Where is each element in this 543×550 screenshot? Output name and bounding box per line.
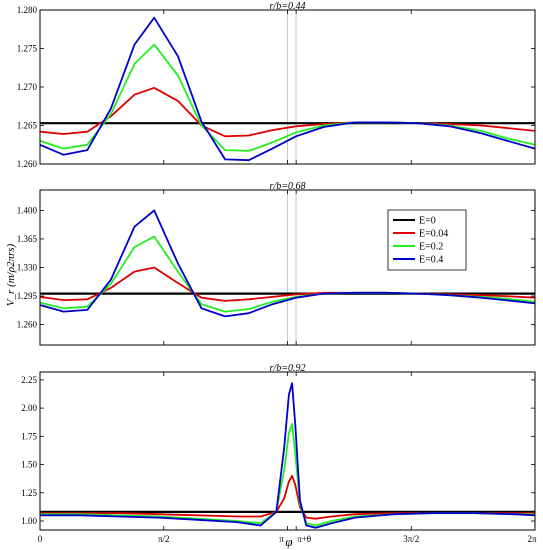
x-axis-label: φ [285, 534, 292, 549]
legend-label: E=0.04 [419, 229, 448, 240]
y-tick-label: 1.265 [17, 121, 38, 131]
series-line-2 [39, 86, 536, 138]
panel-title: r/b=0.92 [270, 363, 306, 374]
panel-1: 1.260 1.265 1.270 1.275 1.280 r/b=0.44 [17, 1, 536, 169]
legend: E=0 E=0.04 E=0.2 E=0.4 [387, 209, 467, 271]
y-tick-label: 1.275 [17, 44, 38, 54]
series-line-3 [40, 423, 535, 527]
y-tick-label: 1.50 [21, 460, 37, 470]
x-tick-label: π/2 [158, 534, 170, 544]
legend-label: E=0.4 [419, 255, 443, 266]
legend-label: E=0.2 [419, 242, 443, 253]
series-line-4 [39, 209, 536, 318]
y-tick-label: 1.400 [17, 205, 38, 215]
panel-title: r/b=0.44 [270, 1, 306, 12]
y-tick-label: 1.75 [21, 431, 37, 441]
y-tick-label: 1.330 [17, 263, 38, 273]
y-tick-label: 1.295 [17, 291, 38, 301]
y-tick-label: 1.280 [17, 5, 38, 15]
x-tick-label: π+θ [297, 534, 311, 544]
y-tick-label: 1.270 [17, 82, 38, 92]
y-tick-label: 2.00 [21, 403, 37, 413]
y-tick-label: 1.00 [21, 516, 37, 526]
series-line-4 [39, 16, 536, 162]
legend-label: E=0 [419, 216, 436, 227]
x-tick-labels: 0 π/2 π π+θ 3π/2 2π [38, 534, 537, 544]
x-tick-label: 3π/2 [403, 534, 419, 544]
x-tick-label: 0 [38, 534, 43, 544]
y-tick-label: 1.260 [17, 159, 38, 169]
y-tick-label: 1.260 [17, 320, 38, 330]
x-tick-label: π [279, 534, 284, 544]
x-tick-label: 2π [527, 534, 537, 544]
y-axis-label: V_r (m/ρ2πrs) [5, 243, 17, 306]
y-tick-label: 1.25 [21, 488, 37, 498]
series-line-4 [40, 382, 536, 529]
panel-2: 1.260 1.295 1.330 1.365 1.400 r/b=0.68 [17, 181, 536, 346]
panel-3: 1.00 1.25 1.50 1.75 2.00 2.25 r/b=0.92 [21, 363, 536, 531]
y-tick-label: 1.365 [17, 234, 38, 244]
panel-title: r/b=0.68 [270, 181, 306, 192]
y-tick-label: 2.25 [21, 375, 37, 385]
